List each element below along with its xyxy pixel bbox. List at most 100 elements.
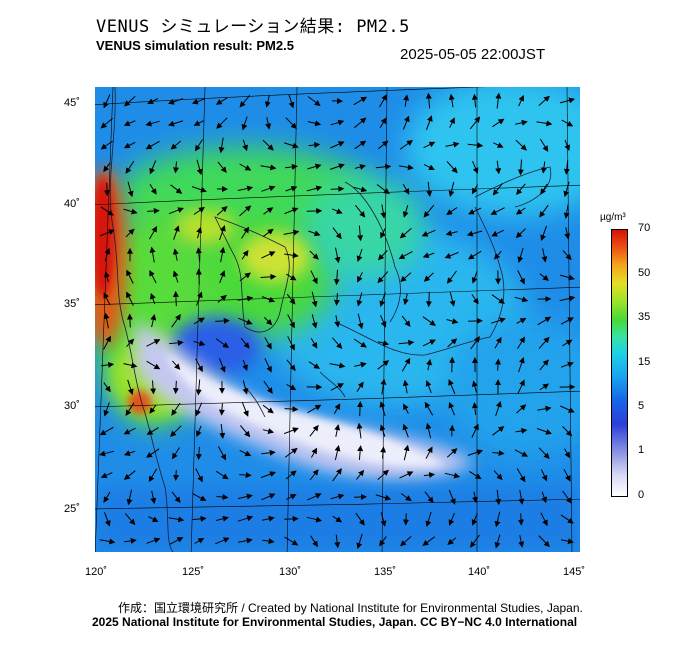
wind-arrow	[239, 94, 251, 108]
colorbar-tick-50: 50	[638, 267, 651, 279]
wind-arrow	[516, 318, 527, 324]
wind-arrow	[495, 160, 502, 175]
wind-arrow	[307, 96, 321, 106]
wind-arrow	[126, 269, 134, 284]
wind-arrow	[446, 270, 457, 284]
wind-arrow	[193, 120, 204, 126]
wind-arrow	[217, 161, 227, 173]
wind-arrow	[195, 468, 203, 483]
wind-arrow	[100, 361, 115, 368]
wind-arrow	[402, 205, 409, 218]
wind-arrow	[239, 472, 252, 479]
wind-arrow	[126, 338, 135, 347]
wind-arrow	[262, 515, 275, 522]
wind-arrow	[471, 423, 479, 438]
title-english: VENUS simulation result: PM2.5	[96, 38, 294, 53]
colorbar-unit: µg/m³	[600, 212, 626, 223]
wind-arrow	[168, 207, 184, 215]
wind-arrow	[171, 447, 180, 460]
pm25-map	[95, 87, 580, 552]
wind-arrow	[288, 94, 295, 109]
wind-arrow	[559, 274, 575, 281]
wind-arrow	[196, 291, 203, 306]
wind-arrow	[518, 357, 525, 373]
wind-arrow	[401, 357, 411, 372]
wind-arrow	[216, 494, 229, 501]
wind-arrow	[195, 247, 202, 262]
wind-arrow	[537, 316, 552, 326]
wind-arrow	[260, 273, 277, 280]
wind-arrow	[99, 538, 116, 545]
wind-arrow	[559, 405, 575, 413]
wind-arrow	[333, 403, 341, 415]
colorbar	[611, 229, 628, 497]
wind-arrow	[241, 226, 250, 239]
wind-arrow	[357, 225, 364, 242]
wind-arrow	[147, 207, 160, 214]
wind-arrow	[377, 469, 389, 480]
wind-arrow	[123, 470, 136, 480]
wind-arrow	[217, 446, 227, 461]
wind-arrow	[284, 448, 298, 458]
wind-arrow	[564, 139, 570, 152]
wind-arrow	[150, 380, 157, 395]
wind-arrow	[104, 182, 111, 197]
wind-arrow	[307, 120, 322, 127]
wind-arrow	[448, 93, 455, 108]
wind-arrow	[173, 225, 180, 240]
wind-arrow	[354, 164, 366, 170]
wind-arrow	[195, 379, 202, 396]
wind-arrow	[261, 251, 276, 259]
colorbar-tick-5: 5	[638, 400, 645, 412]
wind-arrow	[380, 378, 387, 395]
wind-arrow	[423, 141, 436, 149]
wind-arrow	[492, 182, 503, 196]
wind-arrow	[103, 382, 111, 393]
wind-arrow	[99, 426, 114, 436]
wind-arrow	[332, 468, 342, 482]
wind-arrow	[398, 250, 413, 260]
wind-arrow	[357, 401, 364, 417]
wind-arrow	[356, 422, 363, 439]
wind-arrow	[538, 336, 550, 349]
wind-arrow	[219, 423, 226, 439]
wind-arrow	[170, 140, 182, 150]
wind-arrow	[171, 313, 181, 328]
wind-arrow	[242, 359, 248, 371]
wind-arrow	[240, 425, 251, 438]
wind-arrow	[380, 204, 387, 219]
wind-arrow	[103, 312, 110, 329]
wind-arrow	[146, 427, 159, 435]
wind-arrow	[195, 358, 203, 373]
wind-arrow	[261, 449, 276, 456]
colorbar-tick-70: 70	[638, 222, 651, 234]
wind-arrow	[403, 94, 410, 107]
wind-arrow	[172, 360, 181, 370]
wind-arrow	[399, 140, 413, 150]
wind-arrow	[145, 140, 160, 150]
wind-arrow	[398, 339, 415, 346]
lat-label-25: 25˚	[64, 503, 80, 515]
wind-arrow	[332, 515, 343, 523]
wind-arrow	[377, 271, 389, 284]
wind-arrow	[425, 291, 432, 308]
wind-arrow	[284, 252, 299, 259]
wind-arrow	[196, 159, 203, 176]
wind-arrow	[262, 139, 274, 151]
wind-arrow	[238, 317, 253, 325]
wind-arrow	[425, 92, 432, 109]
wind-arrow	[492, 118, 505, 128]
wind-arrow	[173, 469, 179, 481]
wind-arrow	[423, 163, 435, 171]
wind-arrow	[307, 493, 322, 501]
wind-arrow	[104, 271, 110, 282]
colorbar-tick-35: 35	[638, 311, 651, 323]
wind-arrow	[308, 361, 320, 369]
lon-label-120: 120˚	[85, 566, 108, 578]
wind-arrow	[540, 512, 548, 527]
wind-arrow	[99, 450, 115, 457]
wind-arrow	[150, 292, 156, 305]
title-japanese: VENUS シミュレーション結果: PM2.5	[96, 17, 410, 37]
wind-arrow	[467, 250, 482, 260]
wind-arrow	[468, 207, 482, 215]
